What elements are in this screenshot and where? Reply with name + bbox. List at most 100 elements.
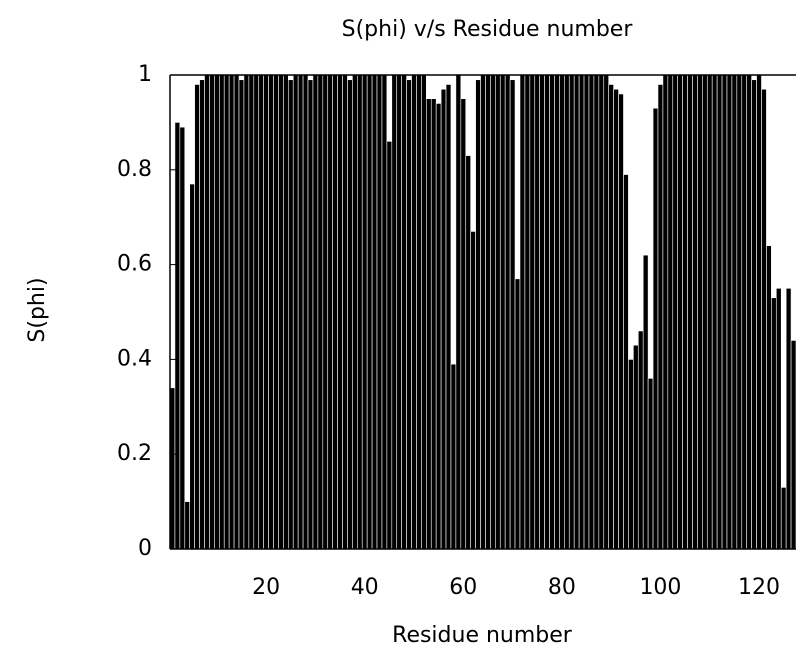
bar xyxy=(460,98,467,550)
bar xyxy=(564,74,570,550)
bar xyxy=(243,74,250,550)
bar xyxy=(495,74,501,550)
bar xyxy=(529,74,536,550)
bar xyxy=(223,74,230,550)
bar xyxy=(716,74,723,550)
bar xyxy=(268,74,274,550)
bar xyxy=(780,487,787,550)
bar xyxy=(672,74,679,550)
bar xyxy=(771,297,777,550)
x-tick-label: 60 xyxy=(449,575,477,600)
bar xyxy=(573,74,580,550)
bar xyxy=(628,359,634,550)
bar xyxy=(342,74,348,550)
bar xyxy=(435,103,442,550)
y-tick-label: 0.2 xyxy=(117,441,152,466)
bar xyxy=(287,79,294,550)
bar xyxy=(514,278,521,550)
bar xyxy=(652,107,659,550)
bar xyxy=(174,122,181,550)
bar xyxy=(371,74,378,550)
bar xyxy=(406,79,412,550)
bar xyxy=(253,74,260,550)
bar xyxy=(357,74,363,550)
bar xyxy=(687,74,693,550)
y-tick-label: 0.6 xyxy=(117,252,152,277)
bar xyxy=(731,74,738,550)
bar xyxy=(637,330,644,550)
bar xyxy=(312,74,319,550)
bar xyxy=(682,74,688,550)
bar xyxy=(766,245,772,550)
bar xyxy=(741,74,748,550)
bar xyxy=(667,74,674,550)
y-tick-label: 1 xyxy=(138,62,152,87)
bar xyxy=(746,74,752,550)
bar xyxy=(761,88,767,550)
bar xyxy=(598,74,605,550)
bar xyxy=(519,74,526,550)
bar xyxy=(756,74,762,550)
bar xyxy=(445,84,452,550)
bar xyxy=(775,287,782,550)
bar xyxy=(608,84,614,550)
bar xyxy=(455,74,462,550)
y-tick-label: 0.8 xyxy=(117,157,152,182)
x-tick-label: 80 xyxy=(548,575,576,600)
bar xyxy=(549,74,555,550)
bar xyxy=(544,74,550,550)
bar xyxy=(736,74,743,550)
bar xyxy=(751,79,757,550)
bar xyxy=(228,74,235,550)
bar xyxy=(534,74,540,550)
bar xyxy=(647,378,654,550)
bar xyxy=(588,74,595,550)
bar xyxy=(721,74,728,550)
bar xyxy=(337,74,343,550)
bar xyxy=(578,74,585,550)
bar xyxy=(411,74,417,550)
bar xyxy=(583,74,590,550)
bar xyxy=(273,74,279,550)
bar xyxy=(302,74,309,550)
bar xyxy=(297,74,304,550)
x-axis-label: Residue number xyxy=(392,623,573,648)
bar xyxy=(662,74,669,550)
x-tick-label: 40 xyxy=(351,575,379,600)
bar xyxy=(199,79,205,550)
bar xyxy=(603,74,609,550)
bar xyxy=(322,74,329,550)
bar xyxy=(785,287,792,550)
bar xyxy=(189,183,195,550)
bar xyxy=(726,74,733,550)
bar xyxy=(248,74,255,550)
bar xyxy=(618,93,624,550)
bar xyxy=(440,88,447,550)
bar xyxy=(386,141,393,550)
bar xyxy=(283,74,289,550)
bar xyxy=(450,363,457,550)
bar xyxy=(485,74,491,550)
bar xyxy=(657,84,664,550)
bar xyxy=(317,74,324,550)
bar xyxy=(790,340,796,550)
x-tick-label: 20 xyxy=(252,575,280,600)
bar xyxy=(194,84,200,550)
bar xyxy=(352,74,358,550)
bar xyxy=(480,74,486,550)
bar xyxy=(613,88,619,550)
bar xyxy=(307,79,314,550)
bar xyxy=(504,74,511,550)
bar xyxy=(376,74,383,550)
bar xyxy=(692,74,698,550)
bar xyxy=(396,74,402,550)
bar xyxy=(278,74,284,550)
x-tick-label: 100 xyxy=(639,575,681,600)
bar xyxy=(263,74,269,550)
y-axis-label: S(phi) xyxy=(25,277,50,342)
bar xyxy=(401,74,407,550)
bar xyxy=(391,74,398,550)
bar xyxy=(258,74,264,550)
bar xyxy=(677,74,683,550)
